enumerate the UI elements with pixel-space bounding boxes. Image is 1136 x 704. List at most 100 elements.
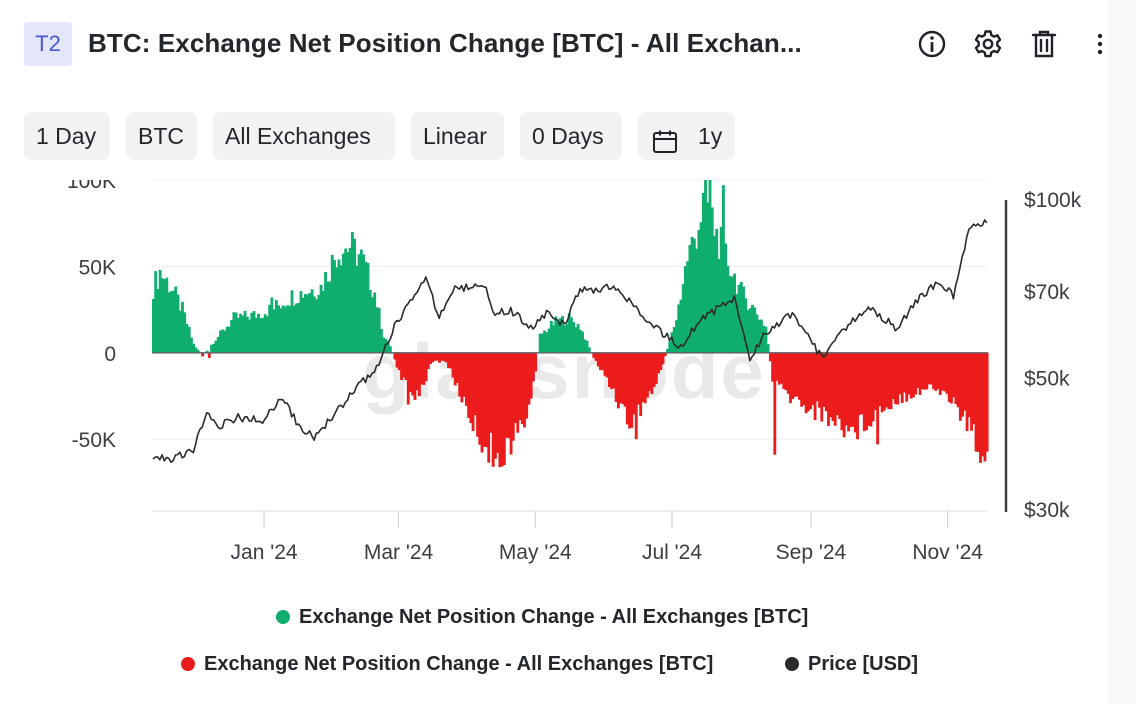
bar-positive (359, 249, 363, 353)
bar-positive (576, 324, 580, 353)
bar-positive (268, 304, 272, 353)
bar-negative (815, 352, 819, 402)
bar-negative (424, 352, 428, 382)
bar-negative (891, 352, 895, 399)
bar-positive (167, 292, 171, 353)
bar-positive (679, 299, 683, 353)
legend-item-positive[interactable]: Exchange Net Position Change - All Excha… (276, 606, 808, 629)
resolution-select[interactable]: 1 Day (24, 112, 110, 160)
bar-positive (543, 330, 547, 353)
y-left-tick-label: 50K (79, 256, 116, 279)
bar-negative (925, 352, 929, 390)
bar-negative (400, 352, 403, 380)
bar-positive (666, 348, 669, 353)
bar-positive (232, 312, 236, 353)
bar-positive (760, 319, 763, 353)
legend-item-price[interactable]: Price [USD] (785, 653, 918, 676)
bar-negative (851, 352, 855, 427)
bar-positive (672, 326, 676, 353)
chart-area: 100K 50K 0 -50K $100k $70k $50k $30k glassnode Ja… (0, 180, 1136, 600)
bar-positive (259, 318, 263, 353)
bar-negative (813, 352, 817, 421)
bar-negative (824, 352, 828, 412)
chart-svg[interactable]: 100K50K0-50K$100k$70k$50k$30kglassnodeJa… (0, 180, 1136, 600)
info-icon[interactable] (916, 28, 948, 60)
trash-icon[interactable] (1028, 28, 1060, 60)
bar-negative (426, 352, 430, 370)
bar-negative (456, 352, 459, 383)
legend-item-negative[interactable]: Exchange Net Position Change - All Excha… (181, 653, 713, 676)
bar-positive (762, 325, 766, 353)
bar-negative (498, 352, 502, 468)
bar-positive (710, 207, 714, 353)
bar-negative (596, 352, 600, 367)
gear-icon[interactable] (972, 28, 1004, 60)
bar-positive (174, 286, 178, 353)
bar-negative (603, 352, 607, 376)
more-vertical-icon[interactable] (1084, 28, 1116, 60)
bar-negative (947, 352, 951, 402)
bar-negative (431, 352, 435, 363)
bar-negative (411, 352, 415, 396)
bar-negative (967, 352, 971, 418)
bar-positive (366, 263, 370, 353)
y-right-tick-label: $30k (1024, 499, 1070, 522)
scale-select[interactable]: Linear (411, 112, 504, 160)
asset-select[interactable]: BTC (126, 112, 197, 160)
bar-positive (288, 305, 292, 353)
bar-negative (406, 352, 410, 405)
bar-positive (757, 319, 761, 353)
moving-average-select[interactable]: 0 Days (520, 112, 622, 160)
bar-negative (976, 352, 980, 453)
bar-negative (820, 352, 824, 422)
bar-positive (668, 341, 672, 353)
bar-negative (482, 352, 486, 447)
bar-positive (279, 308, 283, 353)
exchange-label: All Exchanges (225, 123, 371, 149)
bar-positive (308, 292, 312, 353)
bar-negative (809, 352, 813, 410)
asset-label: BTC (138, 123, 184, 149)
bar-positive (212, 343, 216, 353)
bar-positive (192, 343, 196, 353)
legend-swatch-price (785, 657, 799, 671)
bar-positive (295, 303, 298, 353)
bar-positive (377, 307, 381, 353)
bar-negative (429, 352, 433, 365)
bar-negative (983, 352, 987, 462)
bar-positive (713, 235, 716, 353)
chart-title[interactable]: BTC: Exchange Net Position Change [BTC] … (88, 28, 802, 58)
bar-negative (525, 352, 529, 419)
resolution-label: 1 Day (36, 123, 97, 149)
bar-negative (529, 352, 533, 399)
bar-positive (355, 265, 359, 353)
bar-positive (744, 298, 748, 353)
bar-positive (547, 328, 551, 353)
bar-positive (321, 290, 325, 353)
bar-positive (333, 259, 336, 353)
bar-negative (628, 352, 631, 429)
bar-negative (509, 352, 513, 455)
bar-positive (380, 328, 383, 353)
bar-negative (500, 352, 504, 467)
bar-negative (393, 352, 397, 360)
bar-positive (165, 277, 169, 353)
date-range-select[interactable]: 1y (638, 112, 735, 160)
bar-negative (838, 352, 842, 420)
bar-negative (641, 352, 645, 403)
bar-negative (621, 352, 625, 405)
bar-negative (409, 352, 412, 392)
bar-positive (283, 306, 287, 353)
bar-positive (261, 317, 265, 353)
bar-negative (923, 352, 927, 390)
exchange-select[interactable]: All Exchanges (213, 112, 395, 160)
bar-positive (353, 238, 357, 353)
bar-positive (315, 299, 319, 353)
bar-negative (648, 352, 652, 392)
bar-negative (659, 352, 663, 371)
bar-negative (898, 352, 902, 395)
bar-negative (623, 352, 627, 407)
date-range-label: 1y (698, 123, 723, 149)
bar-positive (368, 289, 372, 353)
y-left-tick-label: 100K (67, 180, 116, 193)
